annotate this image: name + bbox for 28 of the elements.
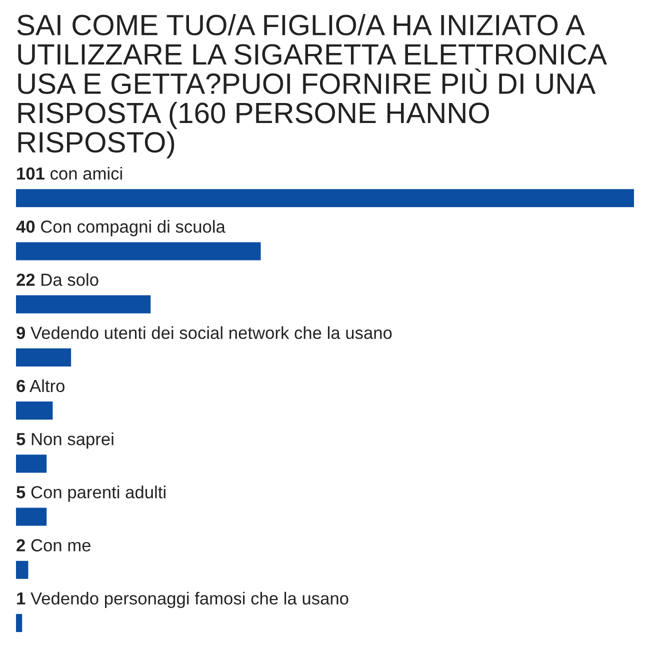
y-tick-label: con amici [50,166,122,180]
bar [16,189,634,208]
y-tick-label: Non saprei [32,432,114,449]
data-label: 9 [16,326,26,340]
data-label: 5 [16,433,26,446]
data-label: 40 [16,220,35,233]
bar [16,454,47,473]
data-label: 2 [16,539,25,552]
bar [16,295,151,314]
bar [16,348,72,366]
bar [16,402,53,420]
y-tick-label: Vedendo utenti dei social network che la usano [30,326,392,340]
chart-title: SAI COME TUO/A FIGLIO/A HA INIZIATO A UTILIZZARE LA SIGARETTA ELETTRONICA USA E GETTA?PUOI FORNIRE PIÙ DI UNA RISPOSTA (160 PERSONE HANNO RISPOSTO) [17,14,607,158]
bar [16,508,47,526]
data-label: 22 [16,274,35,286]
data-label: 1 [17,592,26,604]
bar [16,614,22,632]
y-tick-label: Con parenti adulti [31,486,166,502]
bar [16,560,28,579]
data-label: 101 [17,167,44,180]
y-tick-label: Con me [31,539,90,552]
data-label: 5 [16,486,26,498]
data-label: 6 [16,380,26,392]
bar [16,242,261,260]
y-tick-label: Con compagni di scuola [41,220,226,236]
y-tick-label: Vedendo personaggi famosi che la usano [30,592,348,608]
y-tick-label: Altro [30,379,64,392]
y-tick-label: Da solo [42,273,98,286]
